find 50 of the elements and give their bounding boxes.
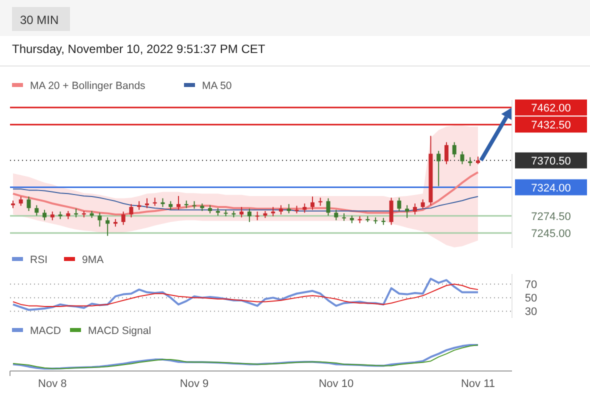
candlestick xyxy=(326,198,330,216)
candlestick xyxy=(389,197,394,226)
x-tick-label: Nov 10 xyxy=(318,378,354,390)
chart-title: 30 MIN xyxy=(20,13,59,27)
candlestick xyxy=(444,142,448,165)
y-tick-label: 7274.50 xyxy=(531,210,571,223)
legend-label: MACD xyxy=(30,325,62,337)
candlestick xyxy=(121,211,126,226)
candlestick xyxy=(302,202,307,214)
candlestick xyxy=(26,196,31,212)
y-tick-label: 7324.00 xyxy=(531,182,571,194)
x-tick-label: Nov 9 xyxy=(180,378,209,390)
y-tick-label: 70 xyxy=(524,279,538,292)
candlestick xyxy=(310,196,314,210)
x-tick-label: Nov 11 xyxy=(460,378,496,390)
candlestick xyxy=(42,209,47,221)
candlestick xyxy=(405,204,410,218)
line-series xyxy=(12,284,478,307)
candlestick xyxy=(247,208,252,222)
candlestick xyxy=(240,206,244,218)
candlestick xyxy=(18,196,23,206)
candlestick xyxy=(420,198,425,210)
y-tick-label: 7245.00 xyxy=(531,228,571,240)
chart-subtitle: Thursday, November 10, 2022 9:51:37 PM CET xyxy=(12,42,266,56)
candlestick xyxy=(334,209,338,221)
candlestick xyxy=(98,212,102,228)
legend-label: MA 50 xyxy=(202,80,232,92)
x-tick-label: Nov 8 xyxy=(38,378,67,390)
legend-label: RSI xyxy=(30,254,48,266)
candlestick xyxy=(412,202,417,215)
y-tick-label: 50 xyxy=(524,292,538,305)
candlestick xyxy=(452,142,456,158)
line-series xyxy=(12,278,479,311)
candlestick xyxy=(397,197,402,212)
candlestick xyxy=(286,204,291,214)
candlestick xyxy=(176,195,181,210)
candlestick xyxy=(436,150,441,187)
legend-label: MACD Signal xyxy=(88,325,152,337)
candlestick xyxy=(129,204,134,218)
candlestick xyxy=(34,204,39,216)
y-tick-label: 7432.50 xyxy=(531,120,571,132)
y-tick-label: 7370.50 xyxy=(531,155,571,168)
legend-label: MA 20 + Bollinger Bands xyxy=(30,80,146,92)
candlestick xyxy=(278,204,283,215)
y-tick-label: 7462.00 xyxy=(531,102,571,115)
candlestick xyxy=(460,150,464,165)
y-tick-label: 30 xyxy=(524,306,538,318)
legend-label: 9MA xyxy=(82,254,104,266)
candlestick xyxy=(255,211,260,221)
candlestick xyxy=(271,206,276,217)
